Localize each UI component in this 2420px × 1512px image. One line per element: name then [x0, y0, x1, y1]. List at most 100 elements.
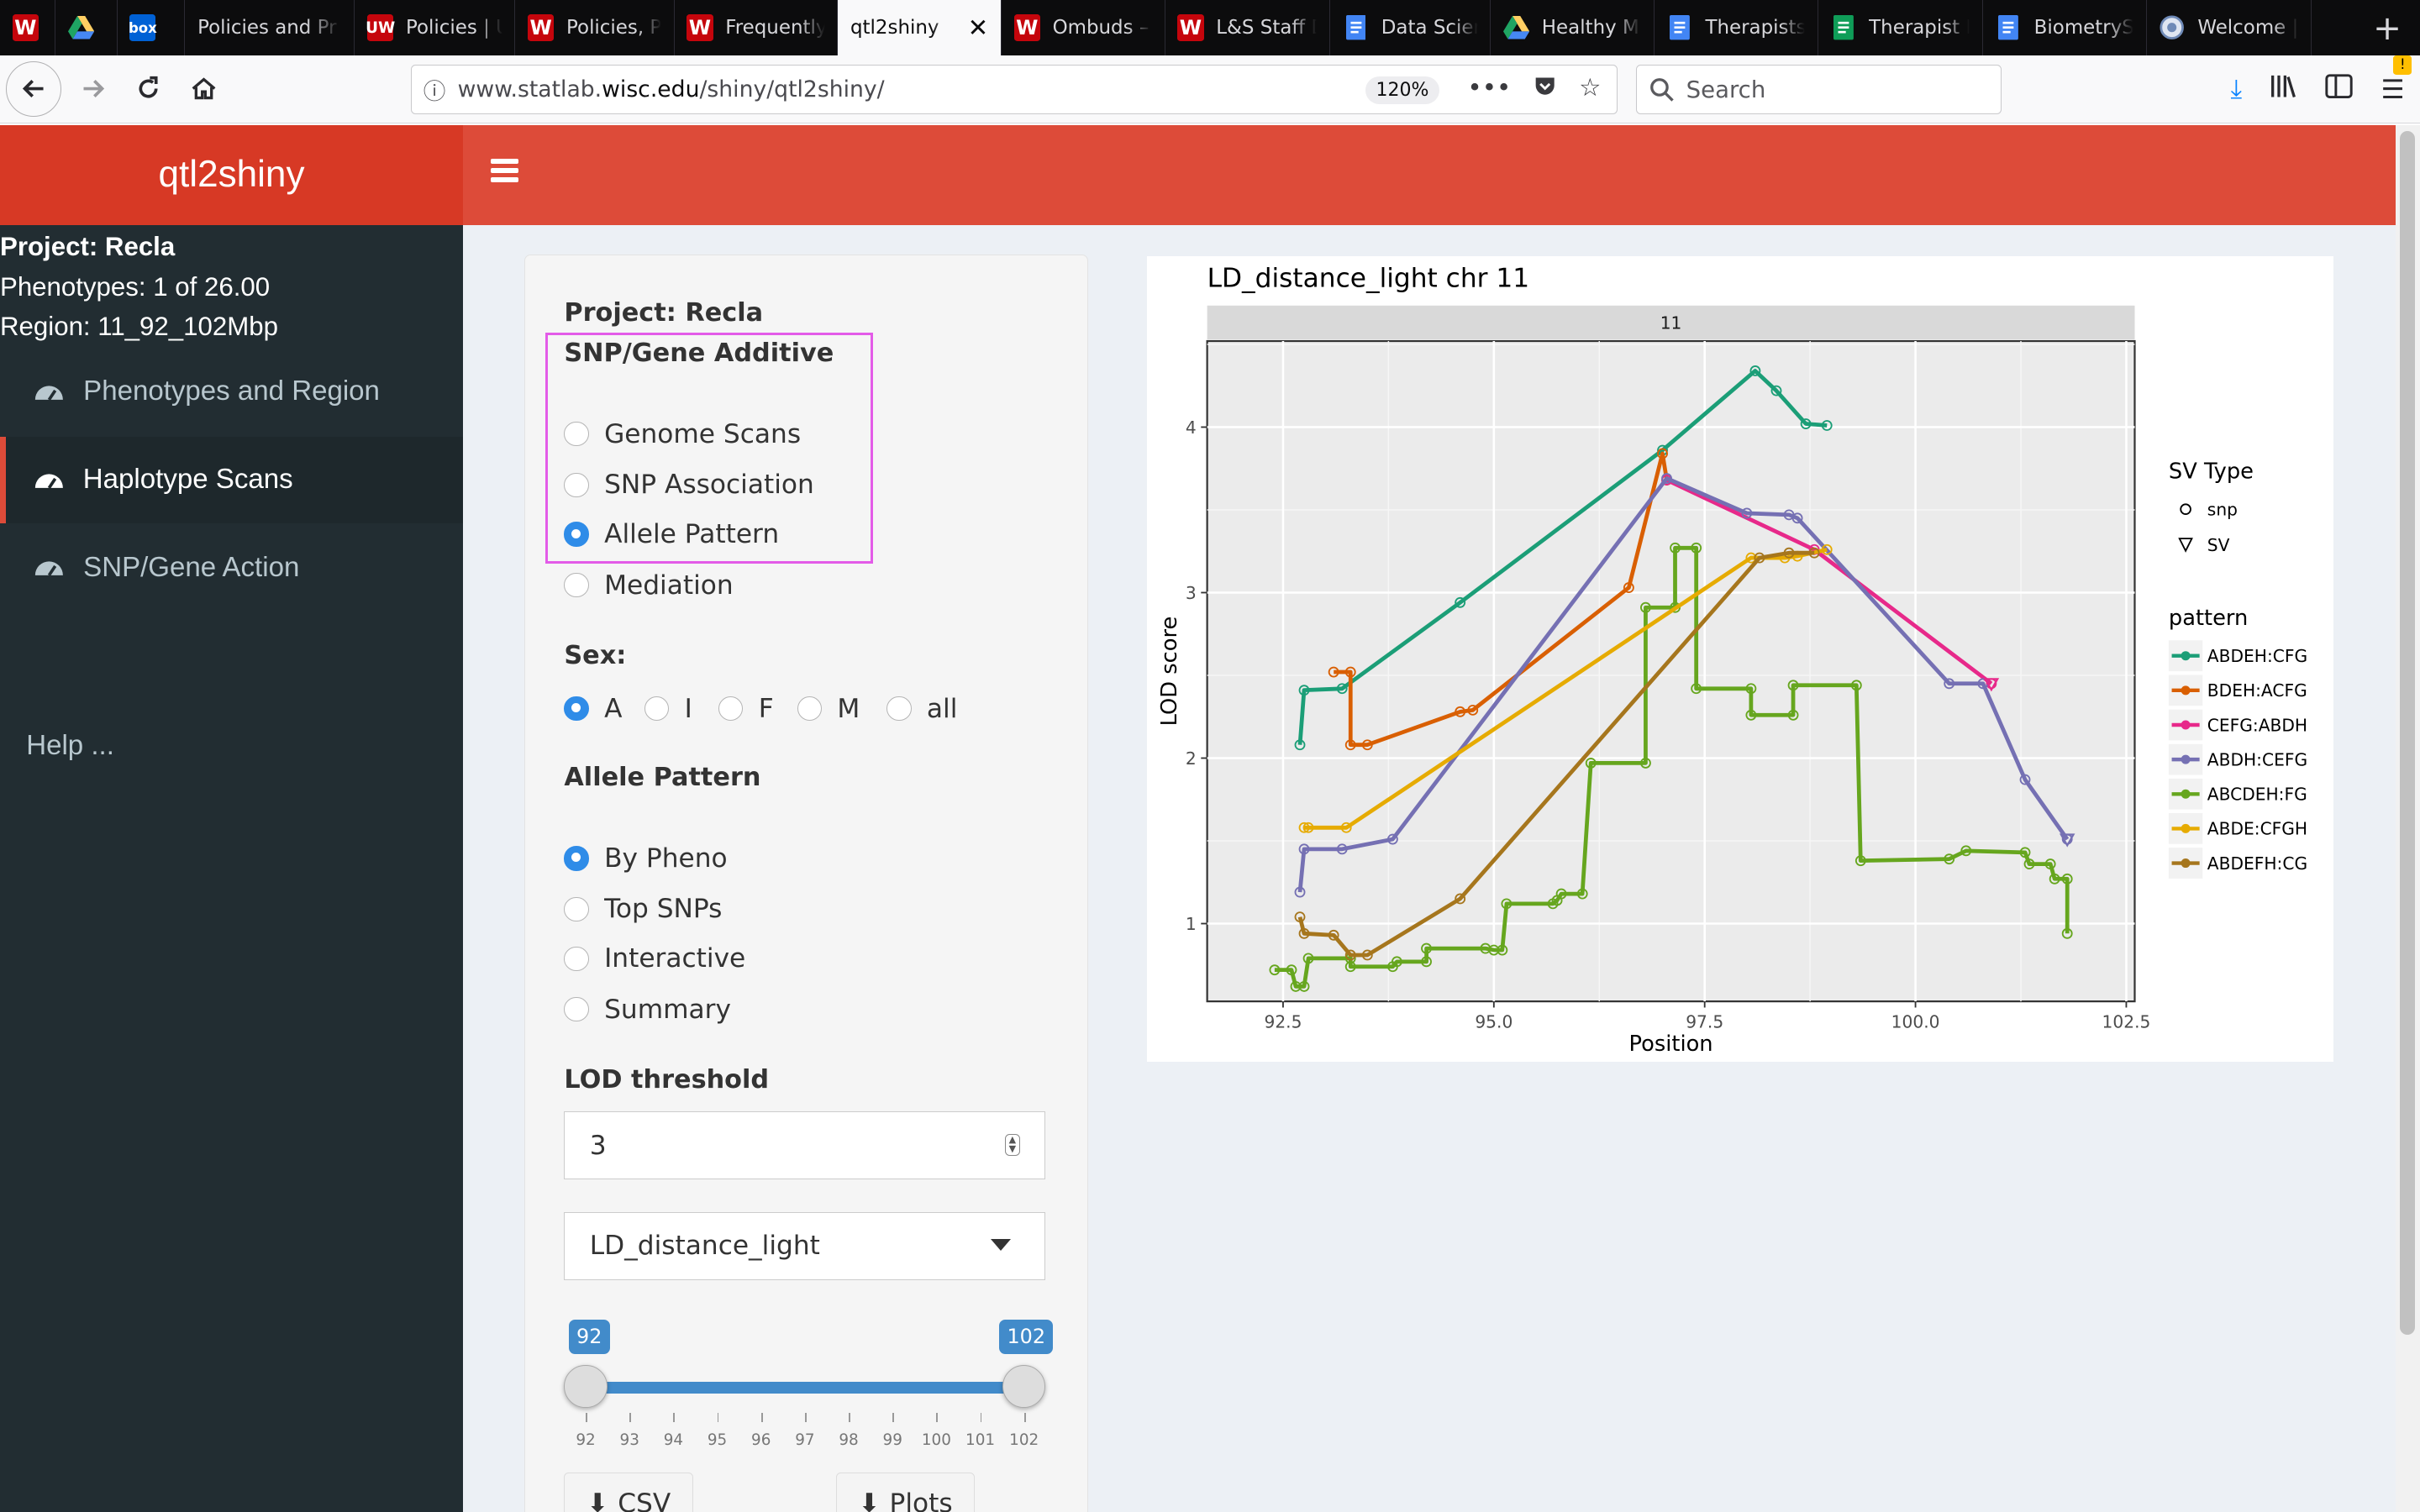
sex-option-i[interactable]: I	[644, 694, 718, 724]
radio-button[interactable]	[886, 696, 912, 722]
radio-button[interactable]	[564, 472, 589, 498]
browser-tab[interactable]: W L&S Staff D	[1165, 0, 1331, 56]
radio-button[interactable]	[564, 522, 589, 547]
legend-pattern-label: BDEH:ACFG	[2207, 680, 2307, 701]
browser-tab[interactable]	[55, 0, 118, 56]
zoom-badge[interactable]: 120%	[1365, 76, 1440, 105]
page-scrollbar[interactable]	[2395, 124, 2420, 1512]
download-csv-button[interactable]: ⬇ CSV	[564, 1473, 693, 1512]
slider-track[interactable]	[584, 1381, 1024, 1394]
url-bar[interactable]: ⓘ www.statlab.wisc.edu/shiny/qtl2shiny/ …	[410, 65, 1618, 114]
sex-option-all[interactable]: all	[886, 694, 957, 724]
radio-button[interactable]	[797, 696, 823, 722]
slider-min-handle[interactable]	[564, 1364, 608, 1409]
pocket-icon[interactable]	[1533, 73, 1557, 103]
legend-pattern-label: ABDEH:CFG	[2207, 646, 2307, 666]
browser-tab[interactable]: BiometrySe	[1983, 0, 2147, 56]
sidebar-summary: Project: Recla Phenotypes: 1 of 26.00 Re…	[0, 225, 463, 347]
info-icon[interactable]: ⓘ	[423, 79, 446, 105]
search-input[interactable]: Search	[1635, 65, 2002, 114]
sidebar-item-phenotypes-region[interactable]: Phenotypes and Region	[0, 349, 463, 435]
browser-tab[interactable]: Healthy Mi	[1491, 0, 1655, 56]
bookmark-star-icon[interactable]: ☆	[1579, 73, 1602, 102]
data-point	[1749, 365, 1760, 376]
data-point	[2061, 873, 2073, 885]
browser-tab[interactable]: Data Scien	[1330, 0, 1491, 56]
close-tab-icon[interactable]: ✕	[967, 13, 989, 43]
radio-top-snps[interactable]: Top SNPs	[564, 894, 722, 924]
home-button[interactable]	[179, 65, 229, 114]
lod-threshold-input[interactable]: 3 ▲ ▼	[564, 1111, 1046, 1180]
data-point	[1361, 739, 1373, 751]
region-range-slider[interactable]: 92 102 92 93 94 95 96 97 98 99 100 101 102	[564, 1320, 1054, 1474]
back-button[interactable]	[6, 60, 62, 118]
legend-key-dot	[2181, 685, 2191, 696]
radio-button[interactable]	[564, 997, 589, 1022]
radio-snp-association[interactable]: SNP Association	[564, 470, 814, 500]
radio-button[interactable]	[564, 946, 589, 971]
reload-button[interactable]	[124, 65, 173, 114]
slider-tick-label: 95	[707, 1431, 728, 1449]
app-logo[interactable]: qtl2shiny	[0, 124, 463, 226]
radio-interactive[interactable]: Interactive	[564, 943, 745, 974]
browser-tab[interactable]: W Policies, P	[515, 0, 675, 56]
data-point	[1298, 980, 1310, 992]
sex-option-f[interactable]: F	[718, 694, 797, 724]
browser-tab[interactable]: W Ombuds –	[1002, 0, 1165, 56]
arrow-left-icon	[22, 80, 44, 98]
sidebar-region: Region: 11_92_102Mbp	[0, 312, 278, 342]
doc-icon	[1667, 14, 1693, 40]
scrollbar-thumb[interactable]	[2400, 131, 2416, 1335]
browser-tab[interactable]: W Frequently	[675, 0, 839, 56]
browser-tab[interactable]: W	[0, 0, 56, 56]
radio-button[interactable]	[644, 696, 670, 722]
doc-icon	[1343, 14, 1369, 40]
radio-button[interactable]	[564, 896, 589, 922]
browser-tab[interactable]: Therapists	[1655, 0, 1818, 56]
browser-nav-bar: ⓘ www.statlab.wisc.edu/shiny/qtl2shiny/ …	[0, 55, 2420, 123]
data-point	[1386, 833, 1398, 845]
x-tick-label: 92.5	[1264, 1011, 1302, 1032]
sex-option-a[interactable]: A	[564, 694, 644, 724]
menu-icon[interactable]: ☰!	[2381, 55, 2412, 105]
phenotype-select[interactable]: LD_distance_light	[564, 1211, 1046, 1280]
library-icon[interactable]	[2270, 74, 2297, 105]
browser-tab[interactable]: Policies and Pr	[185, 0, 355, 56]
browser-tab[interactable]: UW Policies | U	[355, 0, 516, 56]
radio-button[interactable]	[564, 846, 589, 871]
browser-tab[interactable]: box	[118, 0, 186, 56]
radio-mediation[interactable]: Mediation	[564, 570, 734, 601]
forward-button[interactable]	[68, 65, 118, 114]
radio-button[interactable]	[564, 573, 589, 598]
data-point	[1690, 542, 1702, 554]
download-icon[interactable]: ⤓	[2230, 74, 2243, 104]
sidebar-item-label: SNP/Gene Action	[83, 551, 300, 583]
download-plots-button[interactable]: ⬇ Plots	[835, 1473, 976, 1512]
sidebar-item-haplotype-scans[interactable]: Haplotype Scans	[0, 436, 463, 523]
radio-button[interactable]	[718, 696, 744, 722]
update-badge-icon: !	[2393, 55, 2412, 75]
sidebar-help-link[interactable]: Help ...	[26, 729, 114, 761]
radio-allele-pattern[interactable]: Allele Pattern	[564, 519, 779, 549]
radio-genome-scans[interactable]: Genome Scans	[564, 419, 801, 449]
radio-button[interactable]	[564, 696, 589, 722]
browser-tab[interactable]: Therapist I	[1818, 0, 1984, 56]
radio-label: A	[604, 693, 623, 724]
facet-strip	[1207, 305, 2135, 340]
browser-tab[interactable]: Welcome |	[2147, 0, 2312, 56]
slider-max-handle[interactable]	[1002, 1364, 1046, 1409]
radio-by-pheno[interactable]: By Pheno	[564, 843, 728, 874]
data-point	[1745, 552, 1756, 564]
browser-tab[interactable]: qtl2shiny ✕	[838, 0, 1002, 56]
sidebar-toggle-icon[interactable]	[2325, 74, 2354, 105]
page-actions-icon[interactable]: •••	[1467, 73, 1512, 102]
new-tab-button[interactable]: +	[2373, 8, 2402, 49]
number-spinner-icon[interactable]: ▲ ▼	[1004, 1134, 1021, 1156]
data-point	[1943, 853, 1954, 864]
sidebar-item-snp-gene-action[interactable]: SNP/Gene Action	[0, 524, 463, 611]
sex-option-m[interactable]: M	[797, 694, 887, 724]
data-point	[1787, 680, 1799, 691]
sidebar-toggle-button[interactable]	[491, 159, 519, 186]
radio-summary[interactable]: Summary	[564, 995, 731, 1025]
radio-button[interactable]	[564, 422, 589, 447]
